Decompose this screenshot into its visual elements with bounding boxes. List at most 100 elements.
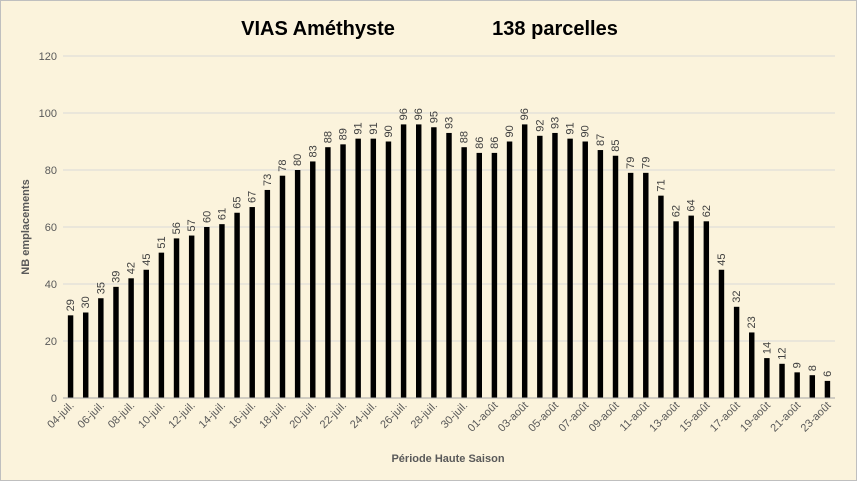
data-label: 61 xyxy=(216,208,228,220)
data-label: 93 xyxy=(444,117,456,129)
x-tick-label: 10-juil. xyxy=(136,400,167,431)
data-label: 90 xyxy=(383,125,395,137)
x-tick-label: 03-août xyxy=(496,400,531,435)
bar-18 xyxy=(340,144,346,398)
bar-4 xyxy=(128,278,134,398)
bar-19 xyxy=(355,138,361,398)
data-label: 91 xyxy=(368,122,380,134)
data-label: 12 xyxy=(777,348,789,360)
data-label: 71 xyxy=(655,179,667,191)
data-label: 32 xyxy=(731,291,743,303)
y-tick-label: 60 xyxy=(45,222,57,234)
x-tick-label: 18-juil. xyxy=(257,400,288,431)
x-axis-ticks: 04-juil.06-juil.08-juil.10-juil.12-juil.… xyxy=(45,400,833,435)
y-tick-label: 0 xyxy=(51,393,57,405)
chart-title: VIAS Améthyste xyxy=(241,18,395,40)
x-tick-label: 26-juil. xyxy=(378,400,409,431)
data-label: 95 xyxy=(428,111,440,123)
data-label: 8 xyxy=(807,365,819,371)
data-label: 88 xyxy=(459,131,471,143)
bar-42 xyxy=(703,221,710,398)
data-label: 39 xyxy=(110,271,122,283)
bars xyxy=(67,124,831,399)
x-tick-label: 23-août xyxy=(799,400,834,435)
data-label: 67 xyxy=(247,191,259,203)
data-label: 96 xyxy=(413,108,425,120)
x-axis-title: Période Haute Saison xyxy=(391,453,504,465)
y-tick-label: 100 xyxy=(39,108,57,120)
bar-50 xyxy=(824,380,831,398)
bar-16 xyxy=(310,161,316,398)
data-label: 42 xyxy=(126,262,138,274)
bar-31 xyxy=(537,135,543,399)
bar-21 xyxy=(385,141,392,398)
bar-38 xyxy=(643,172,649,398)
bar-30 xyxy=(521,124,528,399)
bar-29 xyxy=(506,141,513,398)
data-label: 65 xyxy=(232,197,244,209)
x-tick-label: 21-août xyxy=(768,400,803,435)
bar-33 xyxy=(567,138,573,398)
bar-6 xyxy=(158,252,165,398)
data-label: 79 xyxy=(625,157,637,169)
y-tick-label: 40 xyxy=(45,279,57,291)
bar-28 xyxy=(491,152,498,398)
data-label: 73 xyxy=(262,174,274,186)
data-label: 96 xyxy=(398,108,410,120)
data-label: 86 xyxy=(474,137,486,149)
data-label: 87 xyxy=(595,134,607,146)
data-label: 93 xyxy=(549,117,561,129)
y-axis-title: NB emplacements xyxy=(20,179,32,274)
x-tick-label: 06-juil. xyxy=(76,400,107,431)
x-tick-label: 13-août xyxy=(647,400,682,435)
x-tick-label: 22-juil. xyxy=(318,400,349,431)
bar-20 xyxy=(370,138,377,398)
data-label: 23 xyxy=(746,316,758,328)
bar-40 xyxy=(673,221,679,398)
x-tick-label: 14-juil. xyxy=(197,400,228,431)
bar-39 xyxy=(658,195,664,398)
bar-24 xyxy=(431,127,437,398)
x-tick-label: 09-août xyxy=(587,400,622,435)
bar-25 xyxy=(446,132,452,398)
data-label: 85 xyxy=(610,140,622,152)
data-label: 45 xyxy=(716,254,728,266)
bar-22 xyxy=(400,124,407,399)
bar-44 xyxy=(733,306,740,398)
y-axis-ticks: 0 20 40 60 80 100 120 xyxy=(39,51,57,405)
x-tick-label: 07-août xyxy=(556,400,591,435)
x-tick-label: 28-juil. xyxy=(409,400,440,431)
bar-23 xyxy=(416,124,422,399)
bar-45 xyxy=(749,332,755,398)
data-label: 78 xyxy=(277,159,289,171)
data-label: 57 xyxy=(186,219,198,231)
data-label: 91 xyxy=(565,122,577,134)
bar-48 xyxy=(794,372,800,398)
bar-13 xyxy=(264,189,271,398)
bar-12 xyxy=(249,207,255,398)
data-label: 29 xyxy=(65,299,77,311)
data-label: 64 xyxy=(686,199,698,211)
data-label: 14 xyxy=(761,342,773,354)
bar-17 xyxy=(325,147,331,398)
data-label: 9 xyxy=(792,362,804,368)
x-tick-label: 05-août xyxy=(526,400,561,435)
bar-7 xyxy=(173,238,180,398)
data-label: 80 xyxy=(292,154,304,166)
data-label: 83 xyxy=(307,145,319,157)
data-label: 96 xyxy=(519,108,531,120)
data-label: 35 xyxy=(95,282,107,294)
data-label: 92 xyxy=(534,120,546,132)
bar-37 xyxy=(627,172,634,398)
x-tick-label: 15-août xyxy=(678,400,713,435)
bar-27 xyxy=(476,152,482,398)
x-tick-label: 16-juil. xyxy=(227,400,258,431)
data-label: 62 xyxy=(701,205,713,217)
bar-32 xyxy=(552,132,558,398)
bar-36 xyxy=(612,155,619,398)
bar-49 xyxy=(809,375,816,398)
bar-14 xyxy=(279,175,286,398)
bar-26 xyxy=(461,147,467,398)
